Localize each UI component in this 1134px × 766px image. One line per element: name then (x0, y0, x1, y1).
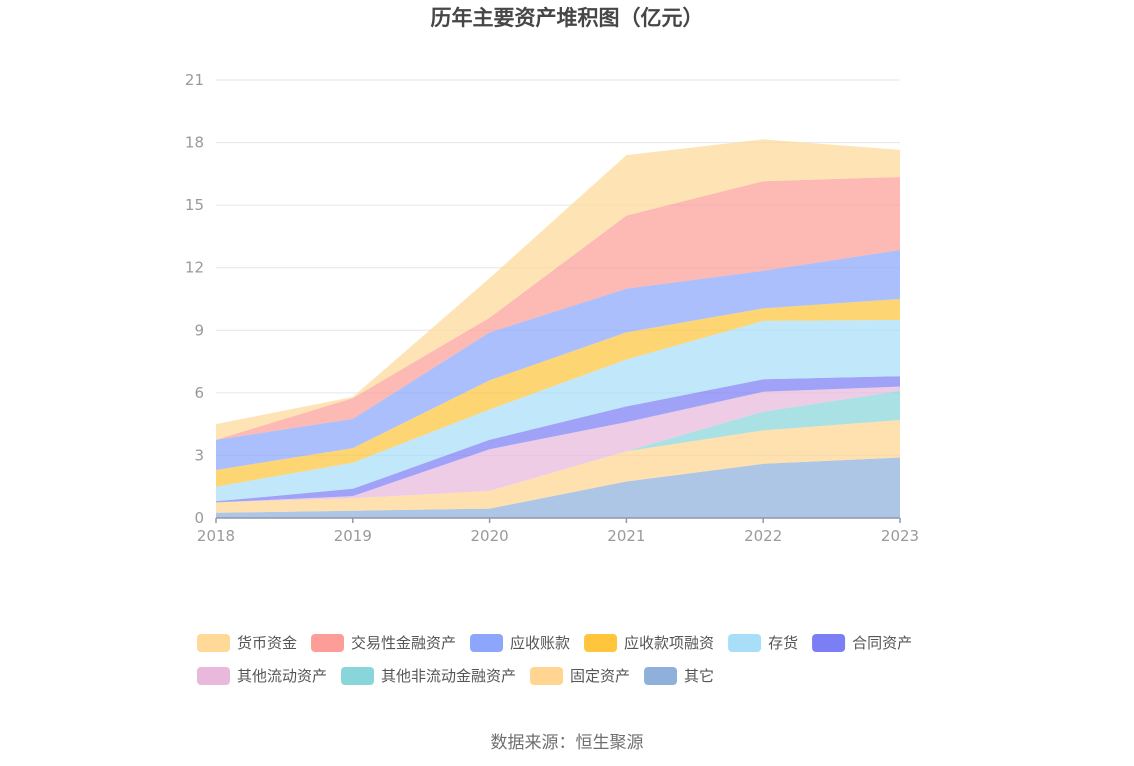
legend-item: 固定资产 (530, 667, 630, 685)
area-其他流动资产 (216, 386, 900, 503)
x-tick-label: 2019 (334, 527, 372, 545)
legend-label: 应收账款 (510, 634, 570, 652)
legend-item: 交易性金融资产 (311, 634, 456, 652)
legend-label: 交易性金融资产 (351, 634, 456, 652)
legend-item: 其他流动资产 (197, 667, 327, 685)
area-应收账款 (216, 250, 900, 470)
area-series (216, 139, 900, 518)
legend-label: 固定资产 (570, 667, 630, 685)
area-交易性金融资产 (216, 177, 900, 440)
legend-item: 应收款项融资 (584, 634, 714, 652)
source-label: 数据来源：恒生聚源 (491, 733, 644, 753)
legend-swatch (728, 634, 762, 652)
legend-label: 存货 (768, 634, 798, 652)
legend-swatch (470, 634, 504, 652)
area-其它 (216, 457, 900, 518)
legend-item: 合同资产 (812, 634, 912, 652)
area-应收款项融资 (216, 299, 900, 487)
y-tick-label: 6 (194, 384, 204, 402)
x-tick-label: 2023 (881, 527, 919, 545)
axes: 0 3 6 9 12 15 18 21 2018 2019 2020 2021 2022 2023 (185, 71, 919, 545)
legend-item: 应收账款 (470, 634, 570, 652)
legend-swatch (812, 634, 846, 652)
area-其他非流动金融资产 (216, 390, 900, 503)
x-tick-label: 2020 (471, 527, 509, 545)
legend-swatch (584, 634, 618, 652)
legend-label: 合同资产 (852, 634, 912, 652)
legend-swatch (644, 667, 678, 685)
legend-swatch (341, 667, 375, 685)
legend-item: 存货 (728, 634, 798, 652)
area-存货 (216, 319, 900, 502)
legend-item: 其它 (644, 667, 714, 685)
y-tick-label: 9 (194, 321, 204, 339)
legend-item: 货币资金 (197, 634, 297, 652)
x-tick-label: 2018 (197, 527, 235, 545)
y-tick-label: 18 (185, 134, 204, 152)
x-tick-label: 2022 (744, 527, 782, 545)
legend-swatch (197, 667, 230, 685)
legend-item: 其他非流动金融资产 (341, 667, 516, 685)
y-tick-label: 12 (185, 259, 204, 277)
legend-label: 货币资金 (237, 634, 297, 652)
y-tick-label: 15 (185, 196, 204, 214)
y-tick-label: 0 (194, 509, 204, 527)
legend-swatch (530, 667, 564, 685)
chart-title: 历年主要资产堆积图（亿元） (431, 6, 704, 30)
y-tick-label: 3 (194, 446, 204, 464)
legend-label: 应收款项融资 (624, 634, 714, 652)
legend-label: 其他非流动金融资产 (381, 667, 516, 685)
area-合同资产 (216, 376, 900, 503)
legend-label: 其他流动资产 (237, 667, 327, 685)
legend-label: 其它 (684, 667, 714, 685)
y-tick-label: 21 (185, 71, 204, 89)
legend-swatch (197, 634, 230, 652)
x-tick-label: 2021 (607, 527, 645, 545)
legend-swatch (311, 634, 345, 652)
area-固定资产 (216, 420, 900, 513)
area-货币资金 (216, 139, 900, 440)
